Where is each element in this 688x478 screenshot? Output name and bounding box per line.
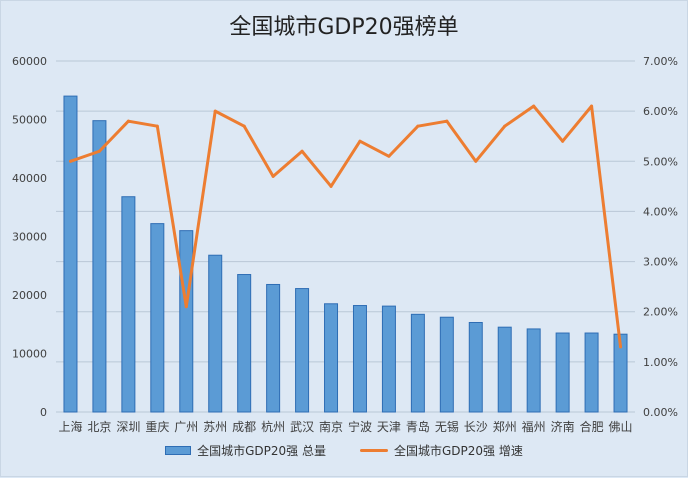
y-right-tick-label: 1.00% — [643, 356, 678, 369]
growth-point — [184, 305, 188, 309]
bar — [295, 288, 310, 413]
growth-point — [300, 149, 304, 153]
x-tick-label: 青岛 — [406, 419, 430, 434]
chart-legend: 全国城市GDP20强 总量 全国城市GDP20强 增速 — [1, 442, 687, 459]
x-tick-label: 苏州 — [203, 420, 227, 434]
growth-point — [561, 139, 565, 143]
x-tick-label: 杭州 — [261, 419, 285, 434]
growth-point — [97, 149, 101, 153]
bar — [439, 316, 454, 413]
growth-point — [590, 104, 594, 108]
y-left-tick-label: 30000 — [12, 231, 47, 244]
growth-point — [329, 184, 333, 188]
y-left-tick-label: 40000 — [12, 172, 47, 185]
bar — [324, 303, 339, 413]
bar — [497, 326, 512, 413]
bar — [613, 333, 628, 413]
chart-title: 全国城市GDP20强榜单 — [229, 15, 459, 40]
x-tick-label: 济南 — [551, 419, 575, 434]
x-tick-label: 佛山 — [609, 420, 633, 434]
y-right-tick-label: 3.00% — [643, 256, 678, 269]
x-tick-label: 合肥 — [580, 419, 604, 434]
bar — [237, 274, 252, 413]
legend-swatch-line — [360, 449, 388, 452]
x-tick-label: 天津 — [377, 420, 401, 434]
legend-label-growth: 全国城市GDP20强 增速 — [394, 444, 523, 458]
bar — [92, 120, 107, 413]
growth-point — [271, 174, 275, 178]
growth-line — [68, 104, 623, 349]
legend-swatch-bar — [165, 446, 192, 455]
y-left-tick-label: 0 — [40, 406, 47, 419]
bar — [266, 283, 281, 413]
x-tick-label: 广州 — [174, 420, 198, 434]
y-right-tick-label: 0.00% — [643, 406, 678, 419]
bar — [381, 305, 396, 413]
x-tick-label: 宁波 — [348, 419, 372, 434]
x-tick-label: 郑州 — [493, 419, 517, 434]
growth-point — [619, 345, 623, 349]
growth-point — [126, 119, 130, 123]
growth-point — [242, 124, 246, 128]
x-tick-label: 上海 — [58, 419, 82, 434]
bar — [526, 328, 541, 413]
x-tick-label: 深圳 — [116, 420, 140, 434]
growth-point — [416, 124, 420, 128]
x-tick-label: 重庆 — [145, 420, 169, 434]
y-right-tick-label: 7.00% — [643, 55, 678, 68]
legend-item-total: 全国城市GDP20强 总量 — [165, 442, 326, 459]
growth-point — [445, 119, 449, 123]
x-tick-label: 长沙 — [464, 420, 488, 434]
bar — [121, 196, 136, 413]
x-tick-label: 武汉 — [290, 420, 314, 434]
y-left-tick-label: 20000 — [12, 289, 47, 302]
y-left-tick-label: 60000 — [12, 55, 47, 68]
legend-label-total: 全国城市GDP20强 总量 — [197, 444, 326, 458]
growth-point — [213, 109, 217, 113]
x-tick-label: 福州 — [522, 419, 546, 434]
bar — [63, 95, 78, 413]
growth-point — [474, 159, 478, 163]
growth-point — [387, 154, 391, 158]
bar — [468, 321, 483, 413]
x-tick-label: 北京 — [87, 420, 111, 434]
y-left-tick-label: 10000 — [12, 348, 47, 361]
bar — [208, 254, 223, 413]
x-tick-label: 南京 — [319, 419, 343, 434]
x-tick-label: 成都 — [232, 420, 256, 434]
growth-point — [358, 139, 362, 143]
bar — [352, 305, 367, 413]
x-tick-label: 无锡 — [435, 419, 459, 434]
y-left-tick-label: 50000 — [12, 114, 47, 127]
bar — [410, 313, 425, 413]
growth-point — [155, 124, 159, 128]
growth-point — [532, 104, 536, 108]
growth-point — [68, 159, 72, 163]
y-right-tick-label: 4.00% — [643, 205, 678, 218]
y-right-tick-label: 6.00% — [643, 105, 678, 118]
bar — [179, 230, 194, 413]
growth-point — [503, 124, 507, 128]
bar — [150, 223, 165, 413]
y-right-tick-label: 5.00% — [643, 155, 678, 168]
bar — [584, 332, 599, 413]
y-right-tick-label: 2.00% — [643, 306, 678, 319]
legend-item-growth: 全国城市GDP20强 增速 — [360, 442, 523, 459]
bar — [555, 332, 570, 413]
